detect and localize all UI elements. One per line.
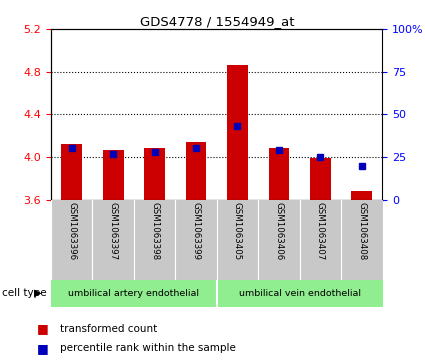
Text: GSM1063398: GSM1063398 <box>150 202 159 260</box>
Title: GDS4778 / 1554949_at: GDS4778 / 1554949_at <box>139 15 294 28</box>
Bar <box>61 144 82 200</box>
Text: percentile rank within the sample: percentile rank within the sample <box>60 343 235 354</box>
Text: transformed count: transformed count <box>60 323 157 334</box>
Bar <box>227 65 248 200</box>
Bar <box>351 191 372 200</box>
Text: ▶: ▶ <box>34 288 42 298</box>
Bar <box>269 148 289 200</box>
Text: GSM1063405: GSM1063405 <box>233 202 242 260</box>
Bar <box>310 158 331 200</box>
Bar <box>144 148 165 200</box>
Text: GSM1063408: GSM1063408 <box>357 202 366 260</box>
Text: ■: ■ <box>37 322 48 335</box>
Bar <box>103 150 124 200</box>
Text: cell type: cell type <box>2 288 47 298</box>
Bar <box>186 142 207 200</box>
Text: umbilical vein endothelial: umbilical vein endothelial <box>238 289 361 298</box>
Text: GSM1063396: GSM1063396 <box>67 202 76 260</box>
Text: GSM1063399: GSM1063399 <box>192 202 201 260</box>
Text: GSM1063397: GSM1063397 <box>109 202 118 260</box>
Text: GSM1063406: GSM1063406 <box>275 202 283 260</box>
Text: GSM1063407: GSM1063407 <box>316 202 325 260</box>
Text: ■: ■ <box>37 342 48 355</box>
Text: umbilical artery endothelial: umbilical artery endothelial <box>68 289 199 298</box>
